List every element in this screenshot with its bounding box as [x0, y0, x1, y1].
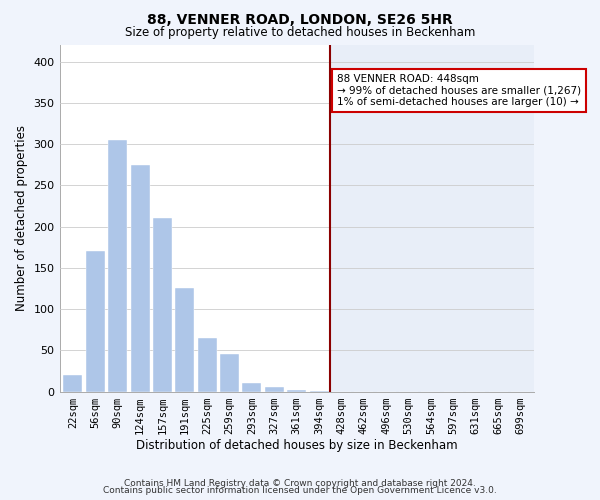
Bar [220, 354, 239, 392]
Bar [153, 218, 172, 392]
Text: Size of property relative to detached houses in Beckenham: Size of property relative to detached ho… [125, 26, 475, 39]
Bar [108, 140, 127, 392]
Text: 88, VENNER ROAD, LONDON, SE26 5HR: 88, VENNER ROAD, LONDON, SE26 5HR [147, 12, 453, 26]
Bar [64, 375, 82, 392]
Bar [131, 164, 149, 392]
Text: 88 VENNER ROAD: 448sqm
→ 99% of detached houses are smaller (1,267)
1% of semi-d: 88 VENNER ROAD: 448sqm → 99% of detached… [337, 74, 581, 107]
Bar [175, 288, 194, 392]
Y-axis label: Number of detached properties: Number of detached properties [15, 126, 28, 312]
Bar [242, 384, 262, 392]
Bar [287, 390, 306, 392]
Bar [198, 338, 217, 392]
X-axis label: Distribution of detached houses by size in Beckenham: Distribution of detached houses by size … [136, 440, 458, 452]
Bar [330, 45, 534, 392]
Bar [265, 388, 284, 392]
Bar [86, 252, 105, 392]
Bar [310, 391, 329, 392]
Text: Contains public sector information licensed under the Open Government Licence v3: Contains public sector information licen… [103, 486, 497, 495]
Text: Contains HM Land Registry data © Crown copyright and database right 2024.: Contains HM Land Registry data © Crown c… [124, 478, 476, 488]
